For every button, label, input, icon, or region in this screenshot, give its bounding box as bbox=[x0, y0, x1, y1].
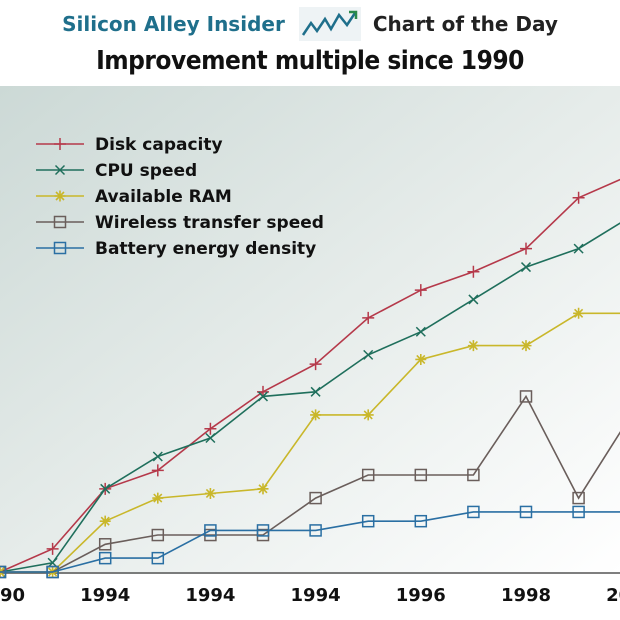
data-point-ram-9 bbox=[467, 340, 479, 352]
data-point-cpu-9 bbox=[468, 294, 479, 305]
data-point-cpu-7 bbox=[363, 349, 374, 360]
data-point-ram-11 bbox=[573, 307, 585, 319]
legend-label: Wireless transfer speed bbox=[95, 213, 324, 233]
data-point-wireless-11 bbox=[572, 491, 585, 505]
data-point-ram-8 bbox=[415, 353, 427, 365]
trend-chart-icon bbox=[298, 7, 361, 41]
data-point-battery-10 bbox=[519, 505, 533, 519]
data-point-cpu-10 bbox=[520, 262, 532, 273]
x-tick-label: 1998 bbox=[501, 585, 551, 606]
data-point-battery-2 bbox=[98, 551, 112, 565]
data-point-wireless-9 bbox=[467, 468, 480, 482]
legend-marker bbox=[54, 190, 66, 202]
data-point-wireless-8 bbox=[414, 468, 428, 482]
data-point-cpu-5 bbox=[257, 391, 269, 402]
legend-label: Available RAM bbox=[95, 187, 232, 207]
x-tick-label: 1994 bbox=[291, 585, 341, 606]
data-point-wireless-7 bbox=[361, 468, 375, 482]
legend-item-battery: Battery energy density bbox=[36, 239, 316, 259]
legend-item-ram: Available RAM bbox=[36, 187, 232, 207]
x-tick-label: 1996 bbox=[396, 585, 446, 606]
chart-title: Improvement multiple since 1990 bbox=[96, 46, 524, 76]
legend-item-disk: Disk capacity bbox=[36, 135, 223, 155]
data-point-battery-6 bbox=[309, 524, 322, 537]
tagline: Chart of the Day bbox=[372, 12, 558, 36]
data-point-battery-8 bbox=[414, 514, 428, 528]
data-point-wireless-2 bbox=[98, 538, 112, 551]
legend-marker bbox=[53, 241, 67, 255]
data-point-ram-2 bbox=[99, 515, 111, 527]
brand-name: Silicon Alley Insider bbox=[62, 12, 285, 36]
data-point-ram-3 bbox=[152, 492, 164, 504]
data-point-battery-1 bbox=[46, 565, 59, 579]
legend-label: Disk capacity bbox=[95, 135, 223, 155]
data-point-disk-11 bbox=[572, 191, 585, 204]
data-point-disk-4 bbox=[204, 422, 217, 435]
x-tick-label: 1994 bbox=[185, 585, 235, 606]
data-point-disk-6 bbox=[309, 358, 322, 371]
series-line-cpu bbox=[0, 222, 620, 573]
data-point-battery-4 bbox=[204, 524, 217, 537]
data-point-disk-7 bbox=[362, 311, 375, 324]
data-point-ram-4 bbox=[204, 487, 216, 499]
data-point-ram-10 bbox=[520, 340, 532, 352]
data-point-battery-7 bbox=[361, 514, 375, 528]
legend-item-cpu: CPU speed bbox=[36, 161, 197, 181]
data-point-cpu-4 bbox=[205, 432, 216, 444]
data-point-cpu-11 bbox=[573, 243, 584, 254]
data-point-ram-6 bbox=[310, 409, 322, 421]
data-point-cpu-8 bbox=[415, 326, 426, 337]
data-point-disk-8 bbox=[414, 284, 427, 297]
data-point-battery-5 bbox=[256, 524, 270, 537]
legend-label: CPU speed bbox=[95, 161, 197, 181]
data-point-disk-9 bbox=[467, 265, 480, 278]
legend-marker bbox=[54, 138, 66, 150]
data-point-battery-3 bbox=[151, 551, 165, 565]
data-point-ram-7 bbox=[362, 409, 374, 421]
data-point-ram-5 bbox=[257, 483, 269, 495]
data-point-wireless-6 bbox=[309, 491, 322, 505]
series-line-battery bbox=[0, 511, 620, 573]
series-line-ram bbox=[0, 312, 620, 573]
legend-label: Battery energy density bbox=[95, 239, 316, 259]
data-point-cpu-3 bbox=[152, 451, 163, 462]
data-point-cpu-2 bbox=[100, 483, 111, 494]
data-point-wireless-10 bbox=[519, 390, 533, 403]
legend-marker bbox=[54, 164, 66, 176]
legend-item-wireless: Wireless transfer speed bbox=[36, 213, 324, 233]
header: Silicon Alley Insider Chart of the Day bbox=[0, 0, 620, 48]
x-tick-label: 1994 bbox=[80, 585, 130, 606]
data-point-cpu-6 bbox=[310, 386, 321, 397]
data-point-disk-3 bbox=[151, 464, 164, 477]
x-tick-label: 2000 bbox=[606, 585, 620, 606]
data-point-disk-10 bbox=[520, 242, 532, 255]
data-point-wireless-3 bbox=[151, 528, 165, 542]
data-point-battery-11 bbox=[572, 505, 585, 519]
series-line-wireless bbox=[0, 394, 620, 573]
data-point-battery-9 bbox=[467, 505, 480, 519]
series-line-disk bbox=[0, 178, 620, 573]
legend-marker bbox=[53, 215, 67, 229]
data-point-battery-0 bbox=[0, 565, 7, 579]
x-tick-label: 1990 bbox=[0, 585, 25, 606]
data-point-disk-1 bbox=[46, 542, 59, 555]
